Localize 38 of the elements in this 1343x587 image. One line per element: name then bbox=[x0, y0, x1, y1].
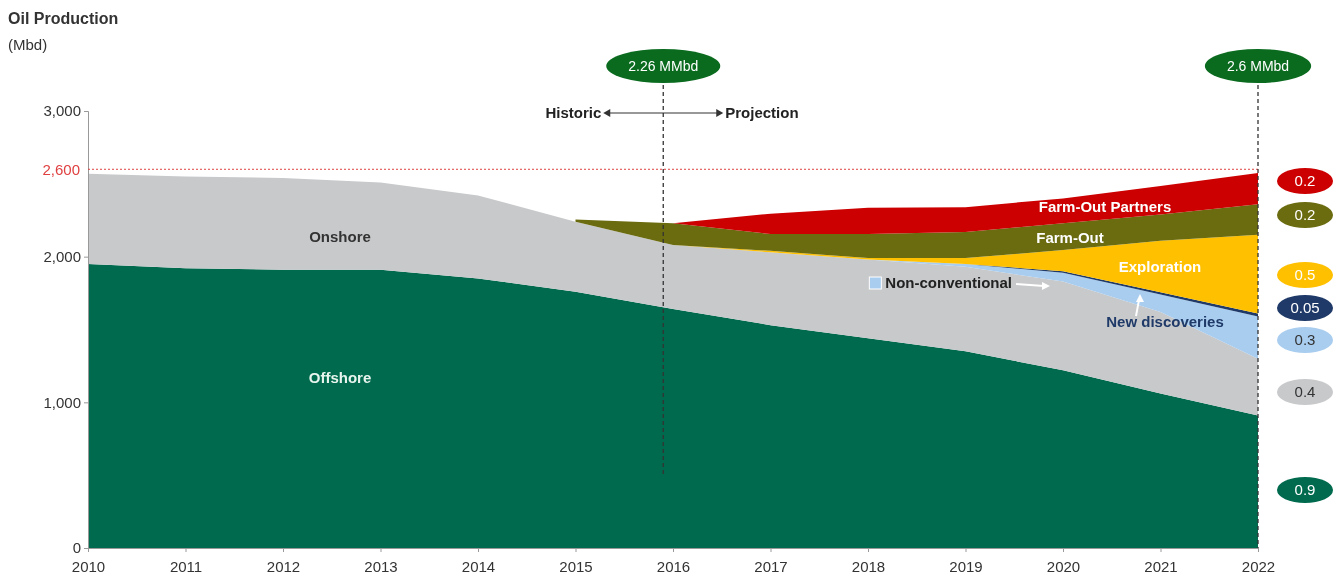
text: 0.2 bbox=[1294, 172, 1316, 190]
annotation: Historic bbox=[545, 104, 602, 122]
legend-label: Non-conventional bbox=[885, 274, 1012, 292]
x-tick-label: 2017 bbox=[754, 557, 788, 575]
text: 0.05 bbox=[1290, 299, 1320, 317]
x-tick-label: 2010 bbox=[71, 557, 106, 575]
series-label: Farm-Out Partners bbox=[1038, 198, 1172, 216]
y-tick-label: 2,000 bbox=[43, 247, 81, 265]
series-label: Offshore bbox=[308, 369, 372, 387]
series-label: Farm-Out bbox=[1036, 229, 1104, 247]
ref-line-label: 2.26 MMbd bbox=[628, 57, 699, 74]
chart-title: Oil Production bbox=[8, 10, 119, 27]
text: 0.3 bbox=[1294, 331, 1316, 349]
x-tick-label: 2021 bbox=[1144, 557, 1178, 575]
x-tick-label: 2022 bbox=[1241, 557, 1276, 575]
ref-line-label: 2,600 bbox=[42, 160, 80, 178]
x-tick-label: 2020 bbox=[1046, 557, 1081, 575]
annotation: Projection bbox=[725, 104, 799, 122]
x-tick-label: 2011 bbox=[169, 557, 203, 575]
text: 0.2 bbox=[1294, 206, 1316, 224]
x-tick-label: 2015 bbox=[559, 557, 593, 575]
y-tick-label: 0 bbox=[72, 539, 81, 557]
x-tick-label: 2018 bbox=[851, 557, 886, 575]
x-tick-label: 2012 bbox=[266, 557, 301, 575]
x-tick-label: 2019 bbox=[949, 557, 983, 575]
y-tick-label: 3,000 bbox=[43, 102, 81, 120]
x-tick-label: 2016 bbox=[656, 557, 691, 575]
series-label: Exploration bbox=[1118, 258, 1202, 276]
text: 0.5 bbox=[1294, 266, 1316, 284]
y-axis-title: (Mbd) bbox=[8, 36, 48, 53]
series-label: Onshore bbox=[309, 228, 371, 246]
series-label: New discoveries bbox=[1106, 313, 1224, 331]
text: 0.4 bbox=[1294, 383, 1316, 401]
x-tick-label: 2014 bbox=[461, 557, 496, 575]
ref-line-label: 2.6 MMbd bbox=[1226, 57, 1290, 74]
text: 0.9 bbox=[1294, 481, 1316, 499]
x-tick-label: 2013 bbox=[364, 557, 398, 575]
y-tick-label: 1,000 bbox=[43, 393, 81, 411]
